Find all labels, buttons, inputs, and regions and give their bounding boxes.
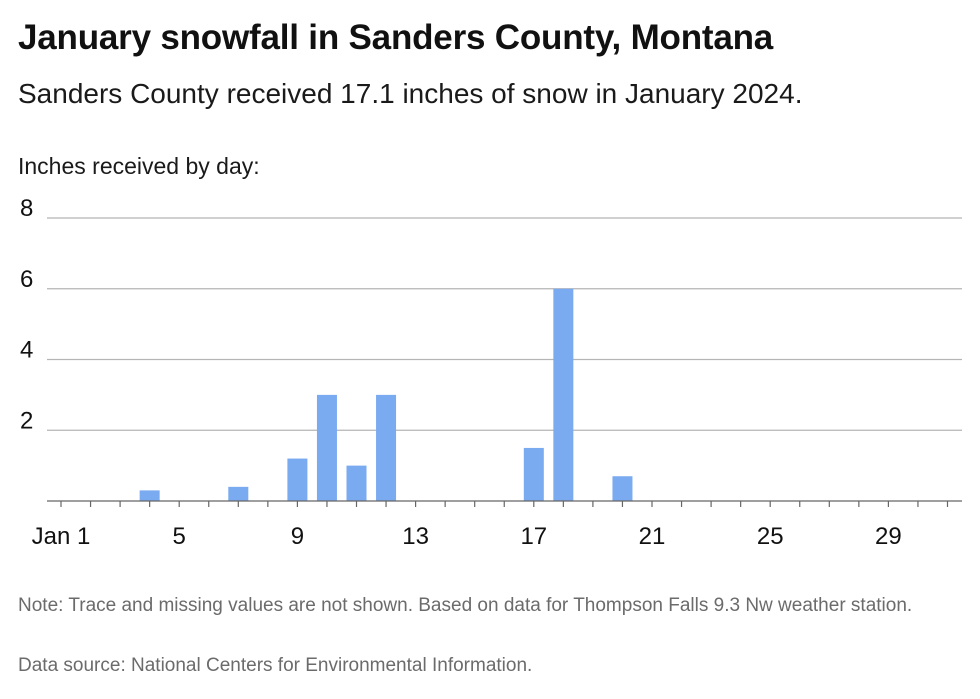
bar xyxy=(316,394,337,501)
gridlines xyxy=(47,217,962,431)
y-axis-label: Inches received by day: xyxy=(18,153,260,179)
chart-title: January snowfall in Sanders County, Mont… xyxy=(18,18,774,57)
bar xyxy=(376,394,397,501)
x-tick-label: 21 xyxy=(639,523,666,550)
y-tick-label: 4 xyxy=(20,337,33,364)
x-tick-label: 29 xyxy=(875,523,902,550)
bar xyxy=(553,288,574,501)
x-tick-label: 17 xyxy=(520,523,547,550)
y-tick-label: 2 xyxy=(20,407,33,434)
bar xyxy=(612,476,633,501)
y-tick-label: 6 xyxy=(20,266,33,293)
x-tick-label: 5 xyxy=(173,523,186,550)
snowfall-bar-chart: 2 4 6 8 Jan 1 5 9 13 17 21 25 29 xyxy=(20,195,962,550)
x-axis xyxy=(47,500,962,507)
bars xyxy=(139,288,633,501)
y-tick-label: 8 xyxy=(20,195,33,222)
data-source: Data source: National Centers for Enviro… xyxy=(18,655,533,676)
bar xyxy=(523,447,544,501)
x-tick-label: 9 xyxy=(291,523,304,550)
tick-labels: 2 4 6 8 Jan 1 5 9 13 17 21 25 29 xyxy=(20,195,902,550)
chart-subtitle: Sanders County received 17.1 inches of s… xyxy=(18,78,803,109)
bar xyxy=(287,458,308,501)
x-tick-label: 25 xyxy=(757,523,784,550)
bar xyxy=(346,465,367,501)
chart-note: Note: Trace and missing values are not s… xyxy=(18,595,913,616)
bar xyxy=(139,490,160,501)
bar xyxy=(228,486,249,501)
x-tick-label: 13 xyxy=(402,523,429,550)
x-tick-label: Jan 1 xyxy=(32,523,91,550)
